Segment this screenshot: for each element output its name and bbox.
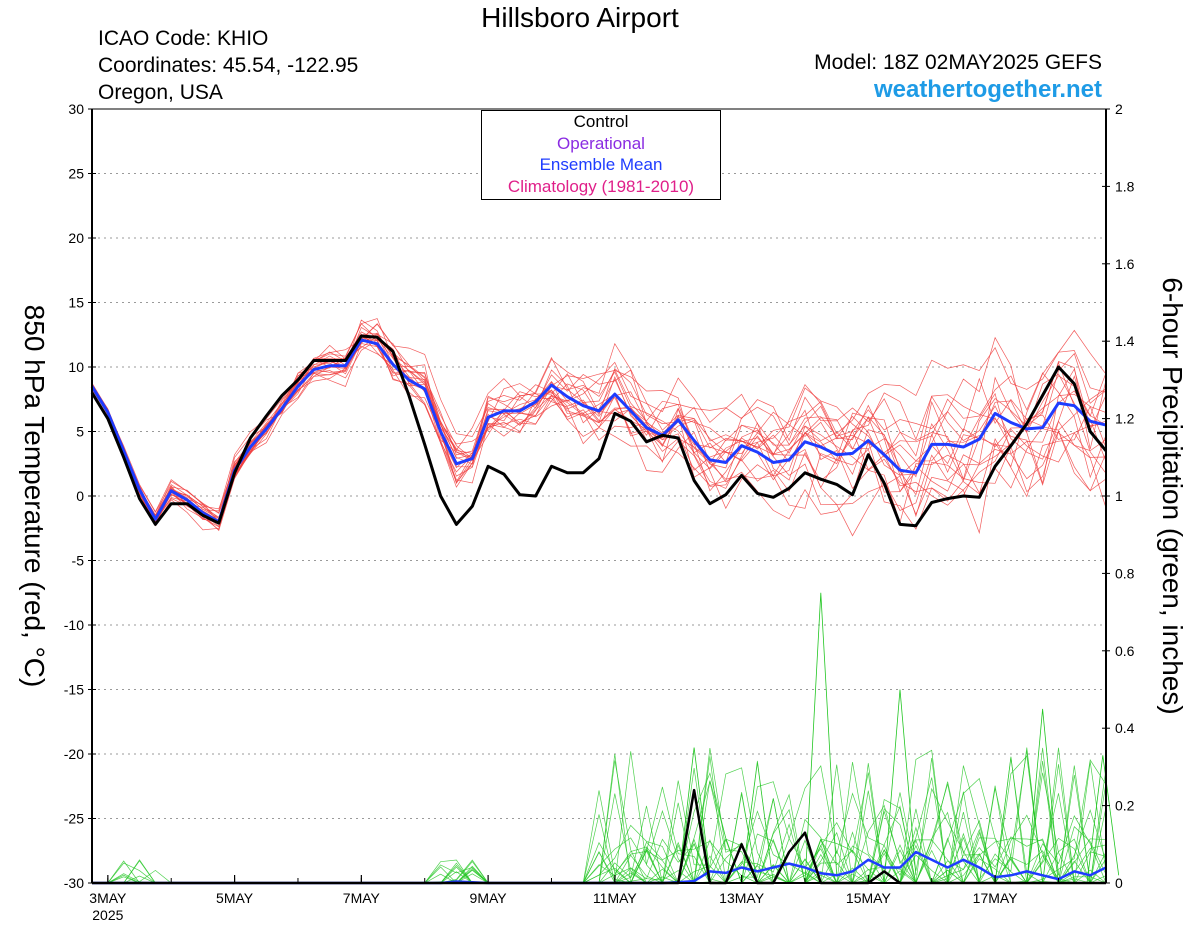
legend: Control Operational Ensemble Mean Climat… [481, 110, 721, 200]
y-right-tick-label: 2 [1115, 101, 1123, 117]
y-left-tick-label: -15 [64, 682, 84, 698]
temperature-member-line [91, 334, 1107, 535]
y-right-tick-label: 1.4 [1115, 333, 1135, 349]
precip-member-spike [883, 689, 917, 884]
temperature-member-line [91, 318, 1107, 530]
y-right-tick-label: 0 [1115, 875, 1123, 891]
y-left-tick-label: 30 [68, 101, 84, 117]
y-right-tick-label: 1.8 [1115, 178, 1135, 194]
y-right-tick-label: 1.6 [1115, 256, 1135, 272]
temperature-member-line [91, 333, 1107, 524]
y-right-tick-label: 0.8 [1115, 565, 1135, 581]
y-left-tick-label: 20 [68, 230, 84, 246]
y-left-tick-label: -5 [72, 553, 85, 569]
x-tick-label: 17MAY [973, 890, 1019, 906]
legend-climatology: Climatology (1981-2010) [507, 176, 695, 196]
legend-control: Control [573, 112, 629, 131]
temperature-member-line [91, 339, 1107, 523]
x-tick-label: 15MAY [846, 890, 892, 906]
temperature-member-line [91, 332, 1107, 518]
coordinates: Coordinates: 45.54, -122.95 [98, 54, 359, 77]
temperature-members [91, 318, 1107, 537]
y-left-tick-label: 25 [68, 166, 84, 182]
precip-member-spike [677, 747, 711, 884]
y-right-tick-label: 0.2 [1115, 798, 1135, 814]
y-right-tick-label: 0.6 [1115, 643, 1135, 659]
x-tick-label: 13MAY [719, 890, 765, 906]
temperature-control-line [90, 334, 1108, 528]
temperature-member-line [91, 331, 1107, 521]
y-right-tick-label: 1.2 [1115, 411, 1135, 427]
precip-member-spike [1026, 708, 1059, 884]
y-left-tick-label: 15 [68, 295, 84, 311]
y-left-tick-label: 0 [76, 488, 84, 504]
temperature-main-series [90, 334, 1108, 528]
x-tick-label: 5MAY [216, 890, 254, 906]
location: Oregon, USA [98, 81, 223, 104]
temperature-member-line [91, 345, 1107, 518]
legend-operational: Operational [557, 133, 645, 153]
y-right-tick-label: 0.4 [1115, 720, 1135, 736]
temperature-member-line [91, 333, 1107, 516]
y-right-tick-label: 1 [1115, 488, 1123, 504]
y-left-tick-label: 10 [68, 359, 84, 375]
precip-members [92, 592, 1120, 885]
y-left-tick-label: 5 [76, 424, 84, 440]
grid-lines [92, 173, 1106, 819]
x-tick-label: 7MAY [343, 890, 381, 906]
y-left-tick-label: -30 [64, 875, 84, 891]
legend-ensemble-mean: Ensemble Mean [539, 155, 663, 174]
temperature-member-line [91, 333, 1107, 524]
x-tick-label: 11MAY [593, 890, 637, 906]
temperature-member-line [91, 326, 1107, 531]
tick-labels: 302520151050-5-10-15-20-25-3021.81.61.41… [64, 101, 1135, 923]
y-left-tick-label: -25 [64, 811, 84, 827]
temperature-ensemble-mean-line [90, 338, 1107, 524]
y-left-tick-label: -10 [64, 617, 84, 633]
chart-title: Hillsboro Airport [481, 2, 679, 33]
model-run: Model: 18Z 02MAY2025 GEFS [814, 51, 1102, 74]
precip-member-spike [1086, 755, 1120, 884]
x-tick-label: 3MAY [89, 890, 127, 906]
x-tick-sublabel: 2025 [92, 907, 123, 923]
icao-code: ICAO Code: KHIO [98, 27, 269, 50]
x-tick-label: 9MAY [470, 890, 508, 906]
site-link[interactable]: weathertogether.net [873, 76, 1102, 103]
precip-member-spike [804, 592, 838, 884]
axes [88, 108, 1110, 884]
y-left-tick-label: -20 [64, 746, 84, 762]
temperature-member-line [91, 336, 1107, 513]
